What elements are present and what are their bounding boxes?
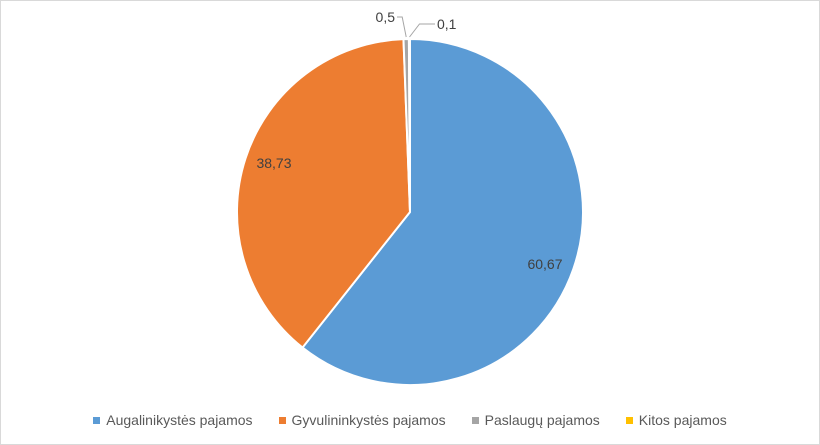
data-label-3: 0,5	[376, 9, 396, 25]
legend-label: Augalinikystės pajamos	[106, 412, 253, 428]
legend-label: Gyvulininkystės pajamos	[291, 412, 446, 428]
pie-slice-1	[301, 37, 584, 386]
legend-label: Kitos pajamos	[638, 412, 727, 428]
data-label-2: 38,73	[256, 155, 291, 171]
legend-swatch	[93, 416, 101, 424]
legend-item-kitos: Kitos pajamos	[625, 412, 727, 428]
legend-swatch	[625, 416, 633, 424]
legend-swatch	[471, 416, 479, 424]
leader-line-4	[409, 23, 435, 38]
chart-legend: Augalinikystės pajamos Gyvulininkystės p…	[0, 412, 820, 428]
legend-item-augalinikystes: Augalinikystės pajamos	[93, 412, 253, 428]
legend-swatch	[278, 416, 286, 424]
legend-label: Paslaugų pajamos	[484, 412, 600, 428]
leader-line-3	[397, 16, 407, 38]
data-label-4: 0,1	[437, 16, 457, 32]
pie-chart: 60,67 38,73 0,5 0,1	[236, 9, 584, 386]
pie-slice-4	[407, 37, 411, 213]
pie-slice-2	[236, 38, 412, 349]
legend-item-gyvulininkystes: Gyvulininkystės pajamos	[278, 412, 446, 428]
data-label-1: 60,67	[527, 256, 562, 272]
legend-item-paslaugu: Paslaugų pajamos	[471, 412, 600, 428]
